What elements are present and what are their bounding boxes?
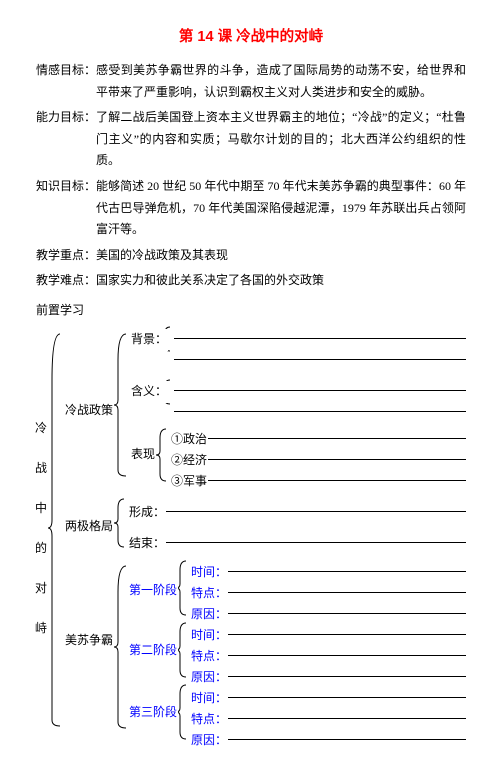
goal-label: 知识目标： <box>36 176 96 198</box>
expr-row: ①政治 <box>36 430 466 451</box>
blank-line <box>166 542 466 543</box>
blank-line <box>228 571 466 572</box>
cause-label: 原因： <box>190 730 228 752</box>
time-label: 时间： <box>190 562 228 584</box>
goals-block: 情感目标： 感受到美苏争霸世界的斗争，造成了国际局势的动荡不安，给世界和平带来了… <box>36 60 466 292</box>
expr-row: ②经济 <box>36 451 466 472</box>
brace-expr <box>156 426 170 484</box>
goal-body: 能够简述 20 世纪 50 年代中期至 70 年代末美苏争霸的典型事件：60 年… <box>96 176 466 241</box>
root-char: 战 <box>34 458 48 480</box>
blank-line <box>228 697 466 698</box>
field-row: 时间： <box>36 563 466 584</box>
blank-line <box>228 592 466 593</box>
cause-label: 原因： <box>190 667 228 689</box>
expr-row: ③军事 <box>36 472 466 493</box>
prestudy-heading: 前置学习 <box>36 300 466 322</box>
root-char: 对 <box>34 578 48 600</box>
goal-body: 感受到美苏争霸世界的斗争，造成了国际局势的动荡不安，给世界和平带来了严重影响，认… <box>96 60 466 103</box>
blank-line <box>228 739 466 740</box>
field-row: 特点： <box>36 584 466 605</box>
blank-line <box>174 390 466 391</box>
cause-label: 原因： <box>190 604 228 626</box>
goal-label: 情感目标： <box>36 60 96 82</box>
goal-label: 能力目标： <box>36 107 96 129</box>
brace-b2 <box>114 496 128 550</box>
goal-body: 了解二战后美国登上资本主义世界霸主的地位；“冷战”的定义；“杜鲁门主义”的内容和… <box>96 107 466 172</box>
branch2-label: 两极格局 <box>64 516 114 538</box>
def-label: 含义： <box>130 381 168 403</box>
field-row: 原因： <box>36 605 466 626</box>
goal-row: 能力目标： 了解二战后美国登上资本主义世界霸主的地位；“冷战”的定义；“杜鲁门主… <box>36 107 466 172</box>
goal-body: 美国的冷战政策及其表现 <box>96 245 466 267</box>
goal-row: 教学重点： 美国的冷战政策及其表现 <box>36 245 466 267</box>
time-label: 时间： <box>190 625 228 647</box>
blank-line <box>174 338 466 339</box>
goal-label: 教学重点： <box>36 245 96 267</box>
brace-root <box>48 330 64 730</box>
lesson-title: 第 14 课 冷战中的对峙 <box>36 24 466 50</box>
goal-label: 教学难点： <box>36 270 96 292</box>
brace-p1 <box>176 558 190 618</box>
blank-line <box>208 438 466 439</box>
field-row: 特点： <box>36 710 466 731</box>
root-char: 的 <box>34 538 48 560</box>
field-row: 原因： <box>36 668 466 689</box>
root-char: 冷 <box>34 418 48 440</box>
form-label: 形成： <box>128 502 166 524</box>
field-row: 原因： <box>36 731 466 752</box>
feat-label: 特点： <box>190 583 228 605</box>
goal-body: 国家实力和彼此关系决定了各国的外交政策 <box>96 270 466 292</box>
bg-label: 背景： <box>130 329 168 351</box>
blank-line <box>166 511 466 512</box>
field-row: 时间： <box>36 689 466 710</box>
bg-row1: 背景： <box>36 330 466 351</box>
bg-row2 <box>36 351 466 372</box>
root-char: 峙 <box>34 618 48 640</box>
phase1-label: 第一阶段 <box>128 580 178 602</box>
outline-diagram: 冷 战 中 的 对 峙 冷战政策 背景： 含义： 表现 <box>36 330 466 752</box>
blank-line <box>174 359 466 360</box>
blank-line <box>228 613 466 614</box>
time-label: 时间： <box>190 688 228 710</box>
blank-line <box>208 459 466 460</box>
feat-label: 特点： <box>190 646 228 668</box>
expr-item: ①政治 <box>170 429 208 451</box>
branch1-label: 冷战政策 <box>64 400 114 422</box>
brace-p2 <box>176 620 190 680</box>
phase3-label: 第三阶段 <box>128 702 178 724</box>
expr-item: ③军事 <box>170 471 208 493</box>
root-char: 中 <box>34 498 48 520</box>
goal-row: 教学难点： 国家实力和彼此关系决定了各国的外交政策 <box>36 270 466 292</box>
blank-line <box>208 480 466 481</box>
brace-b1 <box>114 330 130 480</box>
blank-line <box>228 676 466 677</box>
expr-label: 表现 <box>130 444 156 466</box>
end-label: 结束： <box>128 533 166 555</box>
blank-line <box>228 655 466 656</box>
goal-row: 知识目标： 能够简述 20 世纪 50 年代中期至 70 年代末美苏争霸的典型事… <box>36 176 466 241</box>
branch3-label: 美苏争霸 <box>64 630 114 652</box>
phase2-label: 第二阶段 <box>128 640 178 662</box>
blank-line <box>174 411 466 412</box>
expr-item: ②经济 <box>170 450 208 472</box>
blank-line <box>228 634 466 635</box>
goal-row: 情感目标： 感受到美苏争霸世界的斗争，造成了国际局势的动荡不安，给世界和平带来了… <box>36 60 466 103</box>
feat-label: 特点： <box>190 709 228 731</box>
blank-line <box>228 718 466 719</box>
